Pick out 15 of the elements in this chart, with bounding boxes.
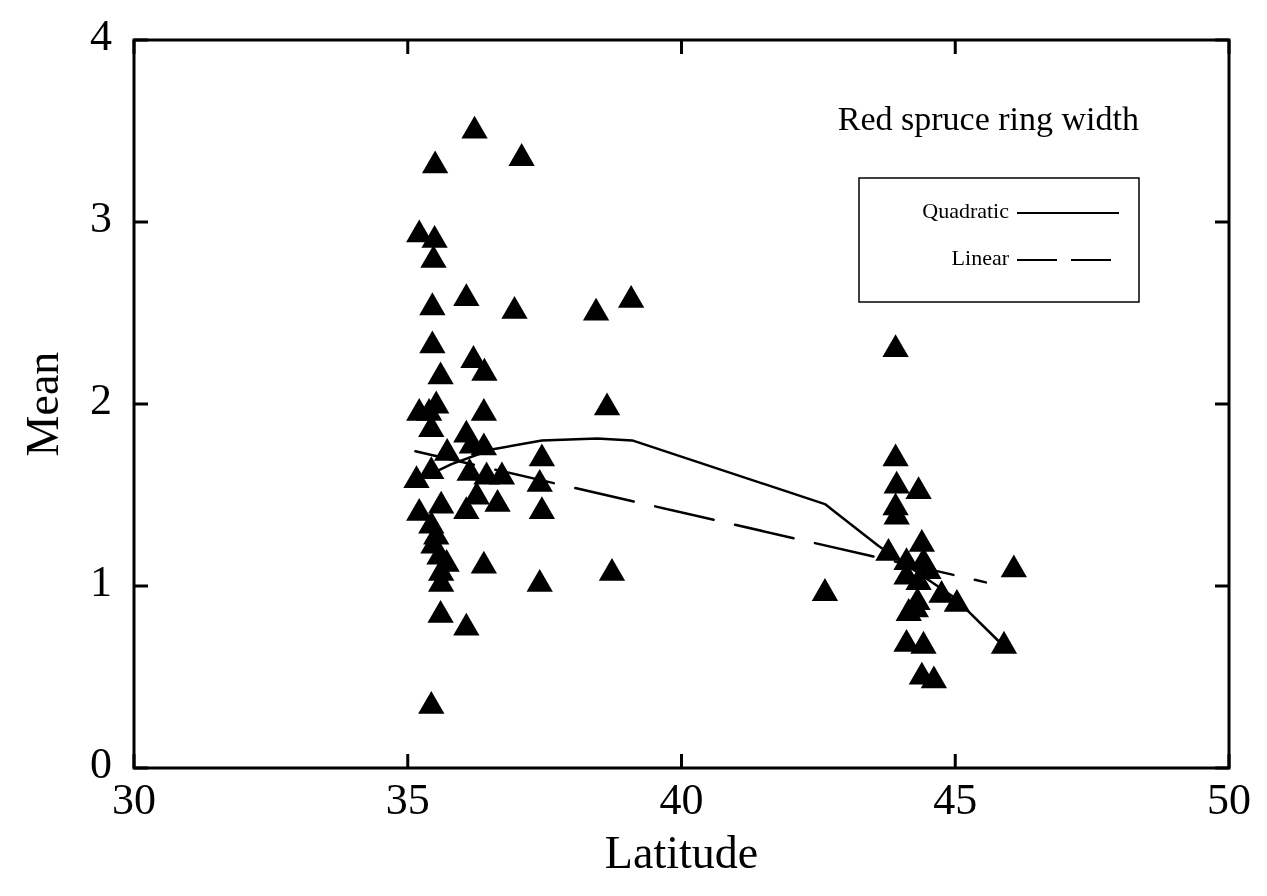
x-tick-label: 45 <box>933 775 978 824</box>
legend-label: Quadratic <box>922 198 1010 224</box>
text: Red spruce ring width <box>837 100 1139 137</box>
x-axis-title: Latitude <box>604 827 759 878</box>
x-tick-label: 30 <box>112 775 156 824</box>
y-tick-label: 3 <box>90 193 112 243</box>
x-tick-label: 40 <box>659 775 704 824</box>
y-tick-label: 0 <box>90 739 112 789</box>
y-axis-title: Mean <box>17 351 68 457</box>
legend-label: Linear <box>951 245 1010 271</box>
y-tick-label: 4 <box>90 11 112 61</box>
x-tick-label: 35 <box>385 775 430 824</box>
x-tick-label: 50 <box>1207 775 1251 824</box>
y-tick-label: 2 <box>90 375 112 425</box>
y-tick-label: 1 <box>90 557 112 607</box>
